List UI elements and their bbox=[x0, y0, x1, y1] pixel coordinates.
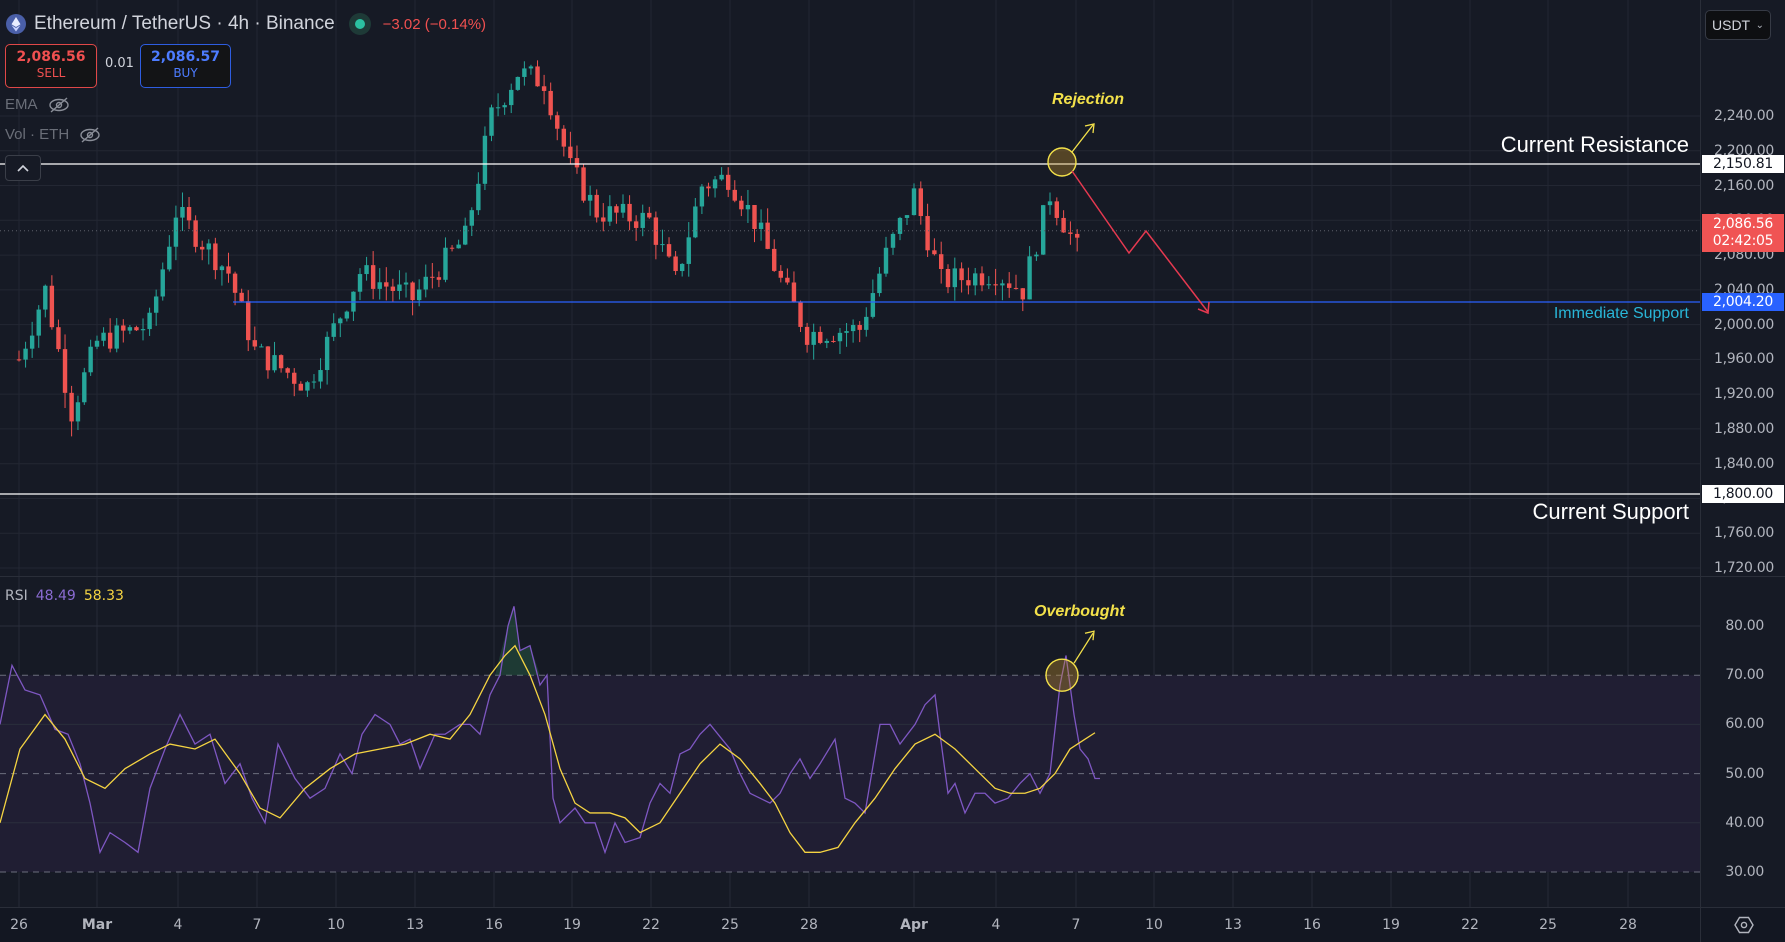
price-axis-label: 2,240.00 bbox=[1714, 108, 1774, 124]
time-label: 16 bbox=[1303, 917, 1321, 933]
buy-price: 2,086.57 bbox=[150, 49, 221, 65]
price-chart-canvas[interactable] bbox=[0, 0, 1700, 576]
price-axis-label: 2,000.00 bbox=[1714, 316, 1774, 333]
time-label: 13 bbox=[406, 917, 424, 933]
time-label: 26 bbox=[10, 917, 28, 933]
sell-label: SELL bbox=[36, 66, 66, 80]
rejection-annotation: Rejection bbox=[1052, 91, 1125, 108]
settings-hexagon-icon bbox=[1734, 916, 1754, 934]
time-label: 16 bbox=[485, 917, 503, 933]
time-label: 10 bbox=[327, 917, 345, 933]
rsi-axis-label: 80.00 bbox=[1725, 618, 1764, 634]
rsi-value: 48.49 bbox=[35, 588, 76, 604]
eye-hidden-icon[interactable] bbox=[48, 96, 70, 113]
eye-hidden-icon[interactable] bbox=[79, 126, 101, 143]
buy-button[interactable]: 2,086.57 BUY bbox=[140, 44, 231, 88]
time-label: 22 bbox=[1461, 917, 1479, 933]
spread-value: 0.01 bbox=[105, 56, 134, 71]
indicator-ema[interactable]: EMA bbox=[5, 96, 70, 113]
chart-settings-button[interactable] bbox=[1700, 907, 1785, 942]
time-label: Mar bbox=[81, 917, 113, 933]
price-axis[interactable]: 2,240.002,200.002,160.002,120.002,080.00… bbox=[1700, 0, 1785, 576]
chevron-up-icon bbox=[17, 164, 29, 172]
rsi-legend[interactable]: RSI 48.49 58.33 bbox=[5, 588, 124, 604]
time-label: 10 bbox=[1145, 917, 1163, 933]
price-axis-label: 2,160.00 bbox=[1714, 177, 1774, 194]
symbol-title[interactable]: Ethereum / TetherUS · 4h · Binance bbox=[34, 13, 335, 34]
rsi-axis-label: 70.00 bbox=[1725, 667, 1764, 684]
price-change: −3.02 (−0.14%) bbox=[382, 15, 487, 33]
price-axis-label: 1,880.00 bbox=[1714, 420, 1774, 437]
rsi-axis-label: 60.00 bbox=[1725, 716, 1764, 733]
rsi-axis-label: 40.00 bbox=[1725, 814, 1764, 831]
time-label: 19 bbox=[1382, 917, 1400, 933]
price-axis-label: 1,840.00 bbox=[1714, 455, 1774, 472]
time-label: 25 bbox=[721, 917, 739, 933]
time-label: 28 bbox=[1619, 917, 1637, 933]
time-label: 7 bbox=[1071, 917, 1081, 933]
resistance-price-tag: 2,150.81 bbox=[1702, 155, 1784, 173]
overbought-annotation: Overbought bbox=[1034, 603, 1125, 620]
rsi-pane[interactable] bbox=[0, 577, 1700, 907]
time-label: 7 bbox=[252, 917, 262, 933]
current-support-price-tag: 1,800.00 bbox=[1702, 485, 1784, 503]
immediate-support-label: Immediate Support bbox=[1553, 305, 1689, 322]
price-axis-label: 1,920.00 bbox=[1714, 386, 1774, 403]
market-open-status-icon[interactable] bbox=[348, 13, 371, 35]
time-label: 4 bbox=[991, 917, 1001, 933]
time-label: 13 bbox=[1224, 917, 1242, 933]
time-label: 19 bbox=[563, 917, 581, 933]
price-axis-label: 1,760.00 bbox=[1714, 525, 1774, 542]
current-resistance-label: Current Resistance bbox=[1500, 132, 1689, 157]
rsi-ma-value: 58.33 bbox=[83, 588, 124, 604]
pane-separator[interactable] bbox=[0, 576, 1785, 577]
time-label: Apr bbox=[900, 917, 928, 933]
currency-select[interactable]: USDT ⌄ bbox=[1705, 10, 1771, 40]
current-support-label: Current Support bbox=[1532, 499, 1689, 524]
current-price-tag: 2,086.56 02:42:05 bbox=[1702, 214, 1784, 252]
time-label: 22 bbox=[642, 917, 660, 933]
collapse-legend-button[interactable] bbox=[5, 155, 41, 181]
bar-countdown: 02:42:05 bbox=[1712, 233, 1774, 249]
currency-select-value: USDT bbox=[1712, 17, 1751, 33]
time-label: 28 bbox=[800, 917, 818, 933]
sell-button[interactable]: 2,086.56 SELL bbox=[5, 44, 97, 88]
time-axis[interactable]: 26 Mar 4 7 10 13 16 19 22 25 28 Apr 4 7 10 13 16 19 22 25 28 bbox=[0, 907, 1700, 942]
price-chart-pane[interactable] bbox=[0, 0, 1700, 576]
rsi-chart-canvas[interactable] bbox=[0, 577, 1700, 907]
buy-label: BUY bbox=[173, 66, 198, 80]
indicator-volume-label: Vol · ETH bbox=[5, 126, 70, 143]
price-axis-label: 2,200.00 bbox=[1714, 142, 1774, 159]
indicator-volume[interactable]: Vol · ETH bbox=[5, 126, 101, 143]
rsi-axis-label: 50.00 bbox=[1725, 765, 1764, 782]
current-price-value: 2,086.56 bbox=[1713, 216, 1773, 232]
rsi-axis[interactable]: 80.00 70.00 60.00 50.00 40.00 30.00 bbox=[1700, 577, 1785, 907]
price-axis-label: 1,720.00 bbox=[1714, 560, 1774, 576]
immediate-support-price-tag: 2,004.20 bbox=[1702, 293, 1784, 311]
time-label: 25 bbox=[1539, 917, 1557, 933]
time-label: 4 bbox=[173, 917, 183, 933]
chevron-down-icon: ⌄ bbox=[1755, 19, 1764, 31]
indicator-ema-label: EMA bbox=[5, 96, 38, 113]
symbol-header: Ethereum / TetherUS · 4h · Binance −3.02… bbox=[6, 12, 486, 36]
ethereum-logo-icon bbox=[6, 14, 26, 34]
rsi-legend-label: RSI bbox=[5, 588, 28, 604]
rsi-axis-label: 30.00 bbox=[1725, 864, 1764, 880]
sell-price: 2,086.56 bbox=[16, 49, 86, 65]
price-axis-label: 1,960.00 bbox=[1714, 351, 1774, 368]
